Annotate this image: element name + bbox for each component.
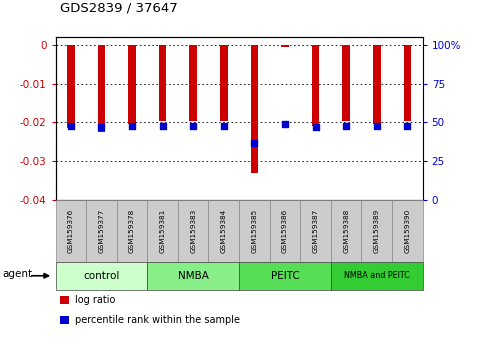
- Text: GSM159376: GSM159376: [68, 209, 74, 253]
- Text: percentile rank within the sample: percentile rank within the sample: [75, 315, 240, 325]
- Point: [342, 123, 350, 129]
- Text: GSM159386: GSM159386: [282, 209, 288, 253]
- Bar: [251, 45, 258, 173]
- Bar: [312, 45, 319, 126]
- Bar: [342, 45, 350, 120]
- Text: GSM159381: GSM159381: [159, 209, 166, 253]
- Text: GDS2839 / 37647: GDS2839 / 37647: [60, 1, 178, 14]
- Bar: [159, 45, 167, 120]
- Point: [159, 123, 167, 129]
- Point: [312, 124, 319, 130]
- Text: GSM159385: GSM159385: [251, 209, 257, 253]
- Text: log ratio: log ratio: [75, 295, 115, 305]
- Point: [281, 121, 289, 127]
- Bar: [189, 45, 197, 120]
- Text: PEITC: PEITC: [270, 271, 299, 281]
- Point: [403, 123, 411, 129]
- Text: GSM159384: GSM159384: [221, 209, 227, 253]
- Text: NMBA: NMBA: [178, 271, 209, 281]
- Text: GSM159383: GSM159383: [190, 209, 196, 253]
- Text: GSM159378: GSM159378: [129, 209, 135, 253]
- Bar: [403, 45, 411, 120]
- Point: [251, 140, 258, 145]
- Text: NMBA and PEITC: NMBA and PEITC: [344, 271, 410, 280]
- Point: [98, 124, 105, 130]
- Bar: [98, 45, 105, 132]
- Text: GSM159377: GSM159377: [99, 209, 104, 253]
- Text: agent: agent: [2, 269, 32, 279]
- Text: control: control: [83, 271, 120, 281]
- Point: [189, 123, 197, 129]
- Text: GSM159389: GSM159389: [374, 209, 380, 253]
- Point: [220, 123, 227, 129]
- Text: GSM159388: GSM159388: [343, 209, 349, 253]
- Bar: [67, 45, 75, 128]
- Bar: [128, 45, 136, 124]
- Text: GSM159390: GSM159390: [404, 209, 411, 253]
- Bar: [281, 45, 289, 47]
- Point: [128, 123, 136, 129]
- Bar: [220, 45, 227, 120]
- Bar: [373, 45, 381, 124]
- Point: [67, 123, 75, 129]
- Point: [373, 123, 381, 129]
- Text: GSM159387: GSM159387: [313, 209, 319, 253]
